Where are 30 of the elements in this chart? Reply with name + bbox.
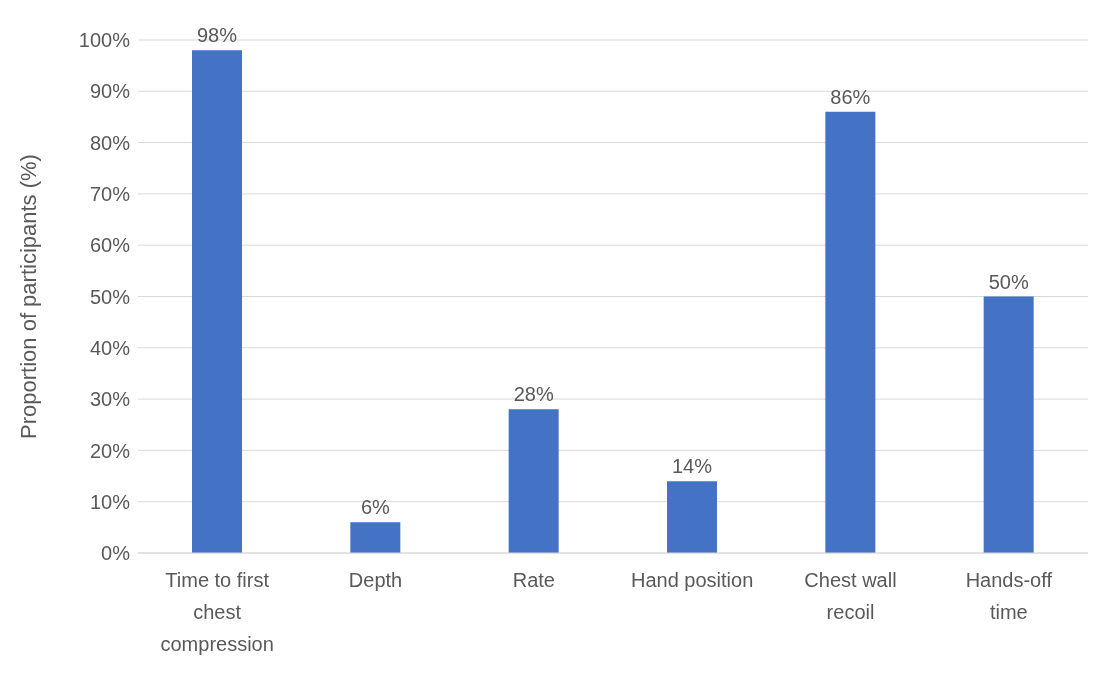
y-tick-label: 40%: [89, 336, 131, 359]
data-label: 6%: [360, 496, 390, 519]
data-label: 98%: [196, 24, 238, 47]
y-tick-label: 70%: [89, 183, 131, 205]
x-tick-label: Rate: [512, 569, 555, 591]
y-axis-title: Proportion of participants (%): [15, 154, 41, 439]
bar: [350, 522, 401, 553]
bar: [667, 481, 717, 553]
y-tick-label: 60%: [89, 234, 131, 257]
y-tick-label: 50%: [89, 285, 131, 308]
y-tick-label: 80%: [89, 131, 131, 154]
x-tick-label: Chest wall recoil: [804, 569, 897, 623]
y-tick-label: 0%: [101, 542, 131, 565]
data-label: 28%: [513, 383, 554, 406]
y-tick-label: 10%: [89, 490, 131, 513]
x-tick-label: Hands-off time: [965, 569, 1053, 623]
y-tick-label: 100%: [78, 29, 131, 52]
y-tick-label: 20%: [89, 439, 131, 462]
y-tick-label: 90%: [89, 80, 131, 103]
x-tick-label: Hand position: [631, 569, 754, 591]
y-tick-label: 30%: [89, 388, 131, 411]
bar: [192, 50, 242, 553]
x-tick-label: Depth: [348, 569, 403, 591]
bar: [825, 111, 876, 553]
bar: [983, 296, 1034, 553]
data-label: 14%: [671, 455, 713, 478]
data-label: 50%: [988, 270, 1029, 293]
data-label: 86%: [830, 85, 871, 108]
x-tick-label: Time to first chest compression: [160, 569, 274, 655]
bar: [508, 409, 559, 553]
